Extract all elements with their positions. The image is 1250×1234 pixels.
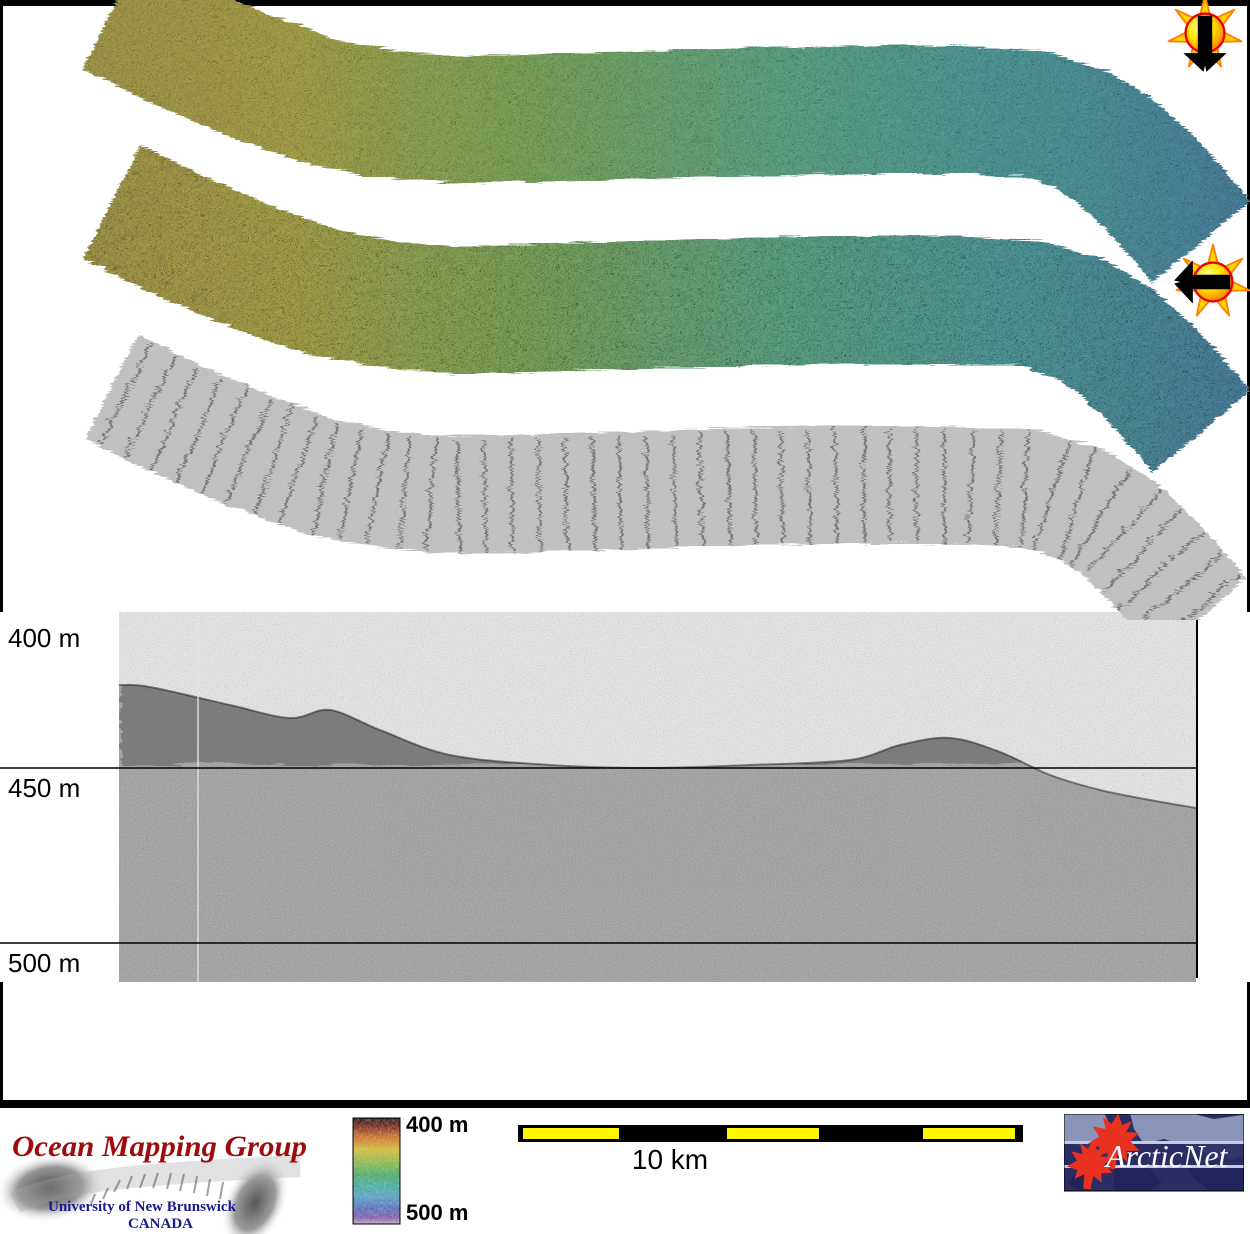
svg-text:University of New Brunswick: University of New Brunswick <box>48 1199 237 1215</box>
svg-text:450 m: 450 m <box>8 773 80 803</box>
svg-text:Ocean Mapping Group: Ocean Mapping Group <box>12 1130 307 1163</box>
svg-text:400 m: 400 m <box>8 623 80 653</box>
svg-text:400 m: 400 m <box>406 1112 468 1137</box>
svg-text:CANADA: CANADA <box>128 1216 193 1232</box>
svg-text:500 m: 500 m <box>406 1200 468 1225</box>
svg-text:10 km: 10 km <box>632 1144 708 1174</box>
svg-text:500 m: 500 m <box>8 948 80 978</box>
svg-text:ArcticNet: ArcticNet <box>1104 1138 1229 1174</box>
